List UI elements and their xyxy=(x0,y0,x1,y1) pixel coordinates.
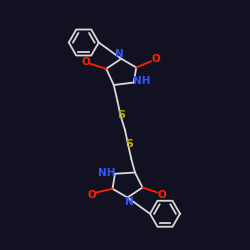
Text: O: O xyxy=(158,190,166,200)
Text: N: N xyxy=(115,49,124,59)
Text: O: O xyxy=(81,57,90,67)
Text: O: O xyxy=(88,190,96,200)
Text: NH: NH xyxy=(98,168,116,177)
Text: N: N xyxy=(125,197,134,207)
Text: S: S xyxy=(118,110,126,120)
Text: NH: NH xyxy=(133,76,150,86)
Text: O: O xyxy=(152,54,160,64)
Text: S: S xyxy=(125,139,133,149)
